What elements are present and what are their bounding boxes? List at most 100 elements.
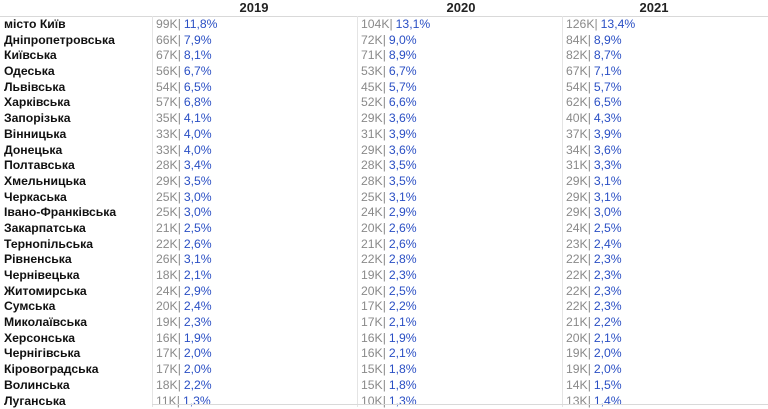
value-separator: | [178, 268, 181, 282]
percent-value: 2,1% [184, 268, 212, 282]
value-separator: | [383, 284, 386, 298]
data-cell-2021: 22K|2,3% [566, 252, 622, 268]
absolute-value: 21K [361, 237, 383, 251]
value-separator: | [588, 111, 591, 125]
data-cell-2021: 62K|6,5% [566, 95, 622, 111]
value-separator: | [588, 190, 591, 204]
percent-value: 6,5% [184, 80, 212, 94]
percent-value: 2,3% [389, 268, 417, 282]
region-label: Чернівецька [4, 268, 80, 284]
absolute-value: 16K [361, 331, 383, 345]
data-cell-2021: 54K|5,7% [566, 80, 622, 96]
region-label: Львівська [4, 80, 65, 96]
data-cell-2021: 22K|2,3% [566, 268, 622, 284]
percent-value: 3,1% [594, 190, 622, 204]
data-cell-2021: 29K|3,1% [566, 190, 622, 206]
value-separator: | [383, 378, 386, 392]
value-separator: | [383, 174, 386, 188]
value-separator: | [588, 64, 591, 78]
value-separator: | [383, 111, 386, 125]
absolute-value: 29K [566, 205, 588, 219]
region-label: Київська [4, 48, 57, 64]
percent-value: 13,1% [396, 17, 431, 31]
percent-value: 5,7% [594, 80, 622, 94]
region-label: Луганська [4, 394, 66, 409]
value-separator: | [588, 299, 591, 313]
absolute-value: 28K [361, 158, 383, 172]
value-separator: | [178, 315, 181, 329]
value-separator: | [178, 33, 181, 47]
data-cell-2019: 57K|6,8% [156, 95, 212, 111]
percent-value: 9,0% [389, 33, 417, 47]
absolute-value: 22K [566, 268, 588, 282]
absolute-value: 21K [156, 221, 178, 235]
percent-value: 1,3% [183, 394, 211, 408]
percent-value: 3,4% [184, 158, 212, 172]
absolute-value: 35K [156, 111, 178, 125]
value-separator: | [588, 33, 591, 47]
percent-value: 2,2% [389, 299, 417, 313]
absolute-value: 20K [156, 299, 178, 313]
data-cell-2020: 104K|13,1% [361, 17, 430, 33]
absolute-value: 22K [566, 284, 588, 298]
value-separator: | [178, 378, 181, 392]
value-separator: | [178, 158, 181, 172]
percent-value: 4,0% [184, 143, 212, 157]
value-separator: | [178, 48, 181, 62]
percent-value: 3,1% [389, 190, 417, 204]
value-separator: | [178, 362, 181, 376]
absolute-value: 31K [566, 158, 588, 172]
data-cell-2020: 10K|1,3% [361, 394, 417, 409]
region-label: Закарпатська [4, 221, 86, 237]
percent-value: 2,6% [389, 221, 417, 235]
data-cell-2020: 17K|2,1% [361, 315, 417, 331]
data-cell-2020: 52K|6,6% [361, 95, 417, 111]
absolute-value: 11K [156, 394, 177, 408]
percent-value: 3,3% [594, 158, 622, 172]
percent-value: 6,6% [389, 95, 417, 109]
data-cell-2020: 15K|1,8% [361, 378, 417, 394]
data-cell-2019: 20K|2,4% [156, 299, 212, 315]
region-label: Миколаївська [4, 315, 87, 331]
absolute-value: 33K [156, 127, 178, 141]
percent-value: 3,6% [389, 143, 417, 157]
column-header-2020: 2020 [431, 0, 491, 16]
data-cell-2021: 19K|2,0% [566, 362, 622, 378]
absolute-value: 54K [566, 80, 588, 94]
value-separator: | [383, 299, 386, 313]
absolute-value: 16K [156, 331, 178, 345]
data-cell-2020: 29K|3,6% [361, 143, 417, 159]
percent-value: 3,0% [184, 190, 212, 204]
data-cell-2020: 15K|1,8% [361, 362, 417, 378]
percent-value: 3,9% [594, 127, 622, 141]
data-cell-2020: 21K|2,6% [361, 237, 417, 253]
value-separator: | [383, 158, 386, 172]
data-cell-2020: 71K|8,9% [361, 48, 417, 64]
absolute-value: 34K [566, 143, 588, 157]
data-cell-2021: 82K|8,7% [566, 48, 622, 64]
absolute-value: 22K [361, 252, 383, 266]
absolute-value: 28K [156, 158, 178, 172]
percent-value: 2,4% [594, 237, 622, 251]
percent-value: 2,0% [594, 362, 622, 376]
data-cell-2021: 14K|1,5% [566, 378, 622, 394]
percent-value: 1,9% [184, 331, 212, 345]
absolute-value: 52K [361, 95, 383, 109]
percent-value: 3,6% [389, 111, 417, 125]
percent-value: 13,4% [601, 17, 636, 31]
value-separator: | [178, 331, 181, 345]
value-separator: | [588, 331, 591, 345]
absolute-value: 16K [361, 346, 383, 360]
data-cell-2020: 20K|2,6% [361, 221, 417, 237]
data-cell-2021: 37K|3,9% [566, 127, 622, 143]
percent-value: 8,1% [184, 48, 212, 62]
value-separator: | [178, 80, 181, 94]
absolute-value: 19K [361, 268, 383, 282]
